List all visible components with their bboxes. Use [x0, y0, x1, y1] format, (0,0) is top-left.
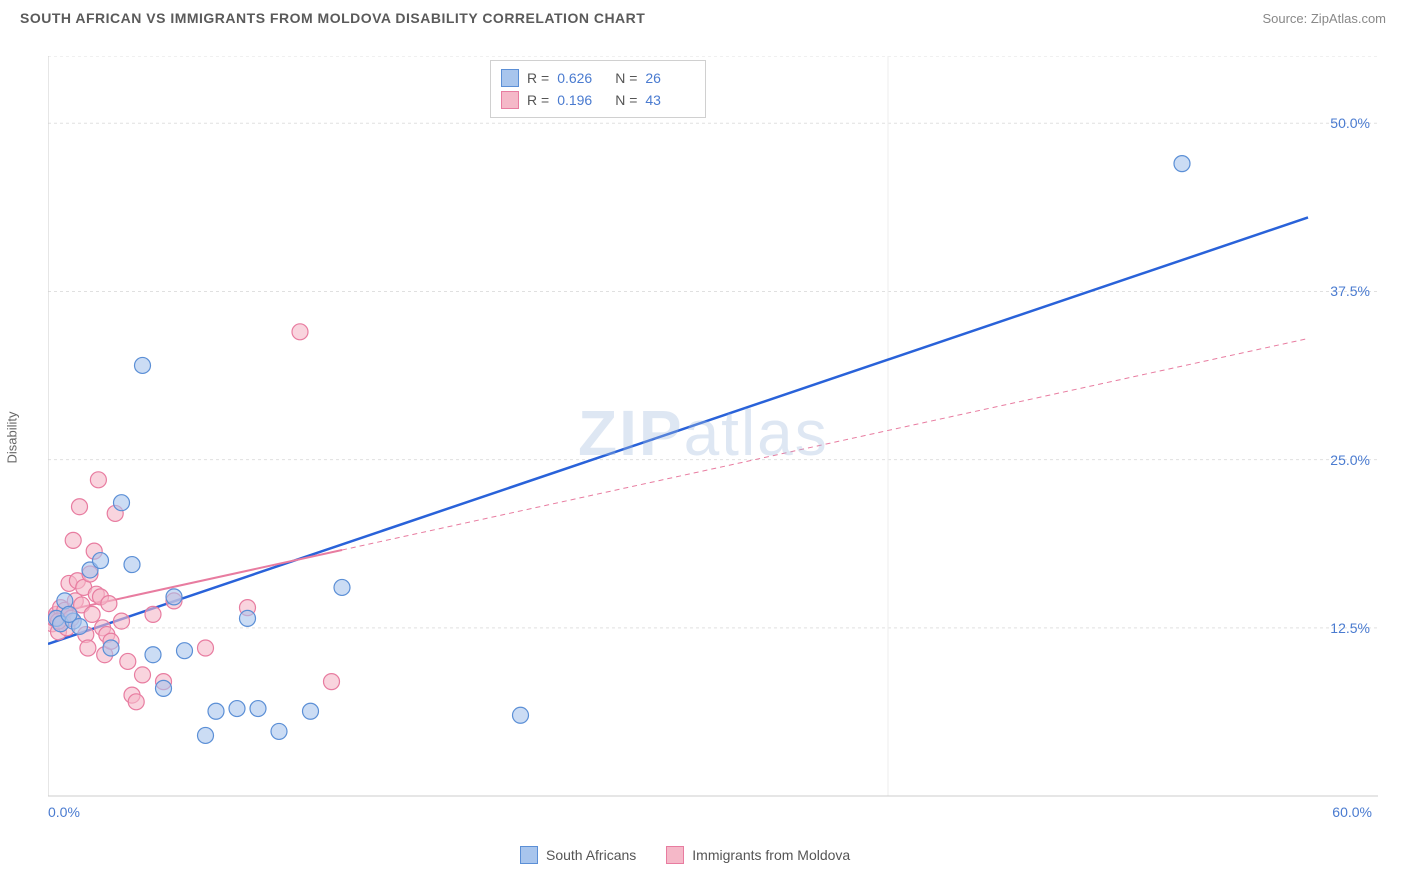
- legend-stat-row: R = 0.626 N = 26: [501, 67, 695, 89]
- legend-swatch: [666, 846, 684, 864]
- chart-title: SOUTH AFRICAN VS IMMIGRANTS FROM MOLDOVA…: [20, 10, 645, 26]
- y-tick-label: 37.5%: [1330, 283, 1370, 299]
- x-tick-label-end: 60.0%: [1332, 804, 1372, 820]
- r-value: 0.196: [557, 92, 607, 108]
- y-tick-label: 25.0%: [1330, 452, 1370, 468]
- y-axis-label: Disability: [5, 411, 20, 463]
- scatter-plot-svg: [48, 56, 1378, 826]
- n-value: 43: [645, 92, 695, 108]
- legend-series-label: Immigrants from Moldova: [692, 847, 850, 863]
- n-value: 26: [645, 70, 695, 86]
- correlation-legend: R = 0.626 N = 26 R = 0.196 N = 43: [490, 60, 706, 118]
- legend-swatch: [501, 91, 519, 109]
- source-attribution: Source: ZipAtlas.com: [1262, 11, 1386, 26]
- r-value: 0.626: [557, 70, 607, 86]
- r-label: R =: [527, 70, 549, 86]
- legend-swatch: [501, 69, 519, 87]
- legend-swatch: [520, 846, 538, 864]
- n-label: N =: [615, 92, 637, 108]
- chart-header: SOUTH AFRICAN VS IMMIGRANTS FROM MOLDOVA…: [0, 0, 1406, 34]
- legend-stat-row: R = 0.196 N = 43: [501, 89, 695, 111]
- legend-series-item: South Africans: [520, 846, 636, 864]
- series-legend: South Africans Immigrants from Moldova: [520, 846, 850, 864]
- legend-series-item: Immigrants from Moldova: [666, 846, 850, 864]
- r-label: R =: [527, 92, 549, 108]
- n-label: N =: [615, 70, 637, 86]
- x-tick-label-start: 0.0%: [48, 804, 80, 820]
- legend-series-label: South Africans: [546, 847, 636, 863]
- y-tick-label: 50.0%: [1330, 115, 1370, 131]
- chart-plot-area: ZIPatlas 12.5%25.0%37.5%50.0%0.0%60.0%: [48, 56, 1378, 826]
- y-tick-label: 12.5%: [1330, 620, 1370, 636]
